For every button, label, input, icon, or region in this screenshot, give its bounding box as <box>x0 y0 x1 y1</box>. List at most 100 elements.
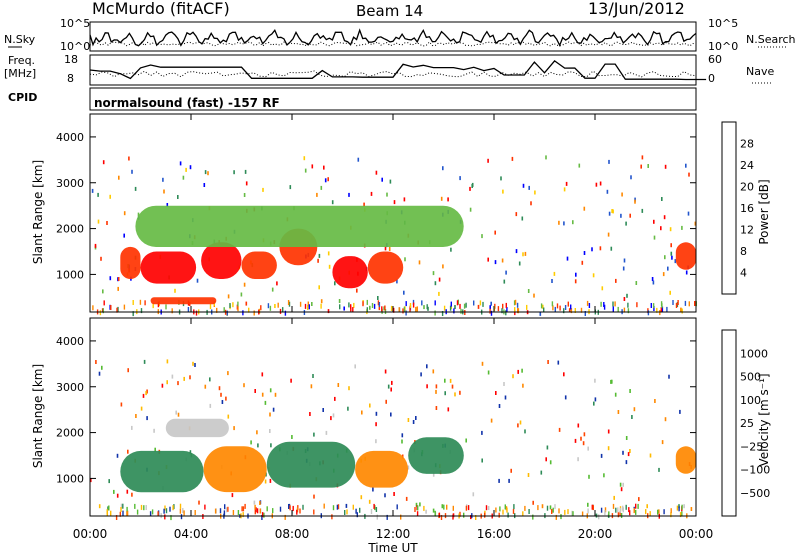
scatter-cell <box>563 221 565 226</box>
near-range-cell <box>287 300 290 305</box>
scatter-cell <box>670 251 673 256</box>
scatter-cell <box>262 187 264 192</box>
near-range-cell <box>288 504 290 509</box>
scatter-cell <box>518 261 521 266</box>
freq-panel: Freq. [MHz] 18 8 60 0 Nave <box>4 53 774 86</box>
scatter-cell <box>312 374 314 378</box>
noise-left-tick-top: 10^5 <box>60 17 90 30</box>
near-range-cell <box>282 307 284 313</box>
near-range-cell <box>409 303 412 308</box>
near-range-cell <box>571 510 573 516</box>
scatter-cell <box>435 384 438 389</box>
scatter-cell <box>651 277 654 281</box>
scatter-cell <box>97 219 100 224</box>
scatter-cell <box>510 468 512 473</box>
scatter-cell <box>620 487 623 492</box>
scatter-cell <box>405 496 408 501</box>
near-range-cell <box>516 302 519 308</box>
near-range-cell <box>612 306 614 312</box>
near-range-cell <box>554 504 556 510</box>
near-range-cell <box>398 307 400 313</box>
near-range-cell <box>438 512 441 518</box>
near-range-cell <box>482 301 484 307</box>
scatter-cell <box>368 499 371 504</box>
scatter-cell <box>375 439 377 444</box>
near-range-cell <box>232 302 234 308</box>
near-range-cell <box>122 510 124 516</box>
scatter-cell <box>481 458 483 463</box>
near-range-cell <box>600 301 602 307</box>
near-range-cell <box>136 509 139 515</box>
scatter-cell <box>530 201 532 206</box>
scatter-cell <box>179 161 182 166</box>
velocity-marks <box>90 359 696 521</box>
noise-panel-frame <box>89 21 697 52</box>
cpid-value: normalsound (fast) -157 RF <box>94 96 280 110</box>
near-range-cell <box>352 307 354 313</box>
scatter-cell <box>503 279 506 284</box>
near-range-cell <box>248 307 250 313</box>
scatter-cell <box>606 189 609 194</box>
near-range-cell <box>409 306 411 312</box>
noise-panel: N.Sky 10^5 10^0 10^5 10^0 N.Search <box>4 17 796 53</box>
near-range-cell <box>277 302 279 308</box>
scatter-cell <box>534 190 536 195</box>
scatter-cell <box>487 506 490 510</box>
near-range-cell <box>132 311 134 317</box>
near-range-cell <box>289 505 291 511</box>
scatter-cell <box>162 177 164 182</box>
near-range-cell <box>157 302 160 308</box>
near-range-cell <box>617 306 619 312</box>
near-range-cell <box>323 503 325 509</box>
scatter-cell <box>385 399 387 404</box>
near-range-cell <box>443 305 446 311</box>
scatter-cell <box>116 453 119 458</box>
near-range-cell <box>528 509 530 514</box>
scatter-cell <box>434 281 437 286</box>
scatter-cell <box>127 368 129 373</box>
scatter-cell <box>487 257 489 262</box>
near-range-cell <box>485 505 488 511</box>
near-range-cell <box>619 507 622 513</box>
scatter-cell <box>383 306 385 311</box>
scatter-cell <box>494 230 496 235</box>
scatter-cell <box>240 292 243 297</box>
near-range-cell <box>666 306 668 312</box>
scatter-cell <box>522 383 524 388</box>
near-range-cell <box>635 509 637 515</box>
scatter-cell <box>303 156 306 161</box>
power-marks <box>91 155 697 317</box>
near-range-cell <box>173 504 175 510</box>
near-range-cell <box>463 303 466 309</box>
near-range-cell <box>412 299 415 305</box>
y-tick-label: 4000 <box>56 131 84 144</box>
scatter-cell <box>393 200 396 205</box>
scatter-cell <box>490 418 493 423</box>
scatter-cell <box>607 446 610 451</box>
scatter-cell <box>661 197 663 201</box>
near-range-cell <box>179 503 182 509</box>
scatter-cell <box>583 432 586 437</box>
near-range-cell <box>421 300 423 306</box>
scatter-cell <box>634 197 636 202</box>
scatter-cell <box>387 384 390 389</box>
near-range-cell <box>214 508 217 514</box>
near-range-cell <box>434 310 436 316</box>
near-range-cell <box>126 510 129 516</box>
echo-region <box>675 446 696 474</box>
scatter-cell <box>607 232 610 237</box>
near-range-cell <box>390 305 393 311</box>
scatter-cell <box>384 246 387 251</box>
near-range-cell <box>514 299 517 305</box>
echo-region <box>135 205 464 247</box>
near-range-cell <box>132 300 134 305</box>
near-range-cell <box>266 506 268 512</box>
near-range-cell <box>506 307 508 312</box>
scatter-cell <box>631 415 633 419</box>
scatter-cell <box>120 402 123 407</box>
scatter-cell <box>153 428 155 433</box>
y-tick-label: 3000 <box>56 381 84 394</box>
near-range-cell <box>140 504 143 510</box>
near-range-cell <box>587 508 589 514</box>
